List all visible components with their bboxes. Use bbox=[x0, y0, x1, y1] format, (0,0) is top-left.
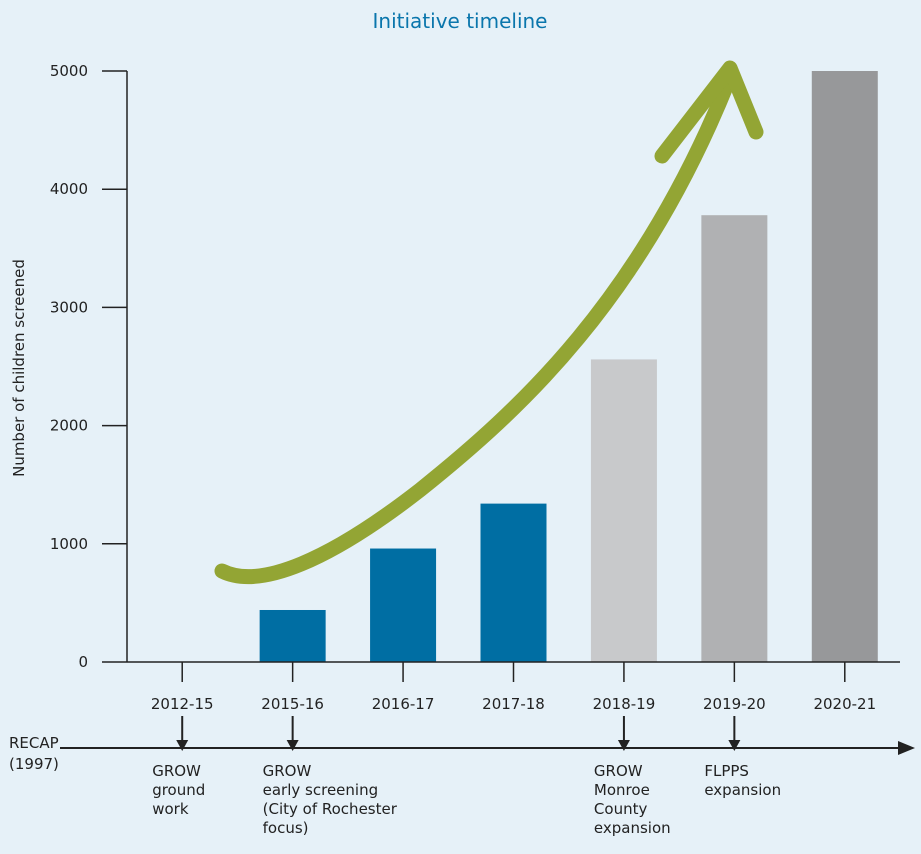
bar-2016-17 bbox=[370, 548, 437, 662]
x-tick-label: 2017-18 bbox=[482, 695, 545, 713]
y-axis: 0 1000 2000 3000 4000 5000 bbox=[50, 62, 128, 671]
x-axis: 2012-15 2015-16 2016-17 2017-18 2018-19 2019-… bbox=[127, 661, 900, 713]
timeline-event-label-line: GROW bbox=[263, 762, 312, 780]
y-tick-label: 4000 bbox=[50, 180, 88, 198]
trend-arrow-shaft bbox=[214, 74, 736, 585]
y-tick-label: 0 bbox=[78, 653, 88, 671]
timeline-start-label-line: RECAP bbox=[9, 734, 59, 752]
trend-arrow bbox=[214, 60, 764, 585]
timeline-event-label-line: Monroe bbox=[594, 781, 650, 799]
x-tick-label: 2016-17 bbox=[372, 695, 435, 713]
timeline-event-label-line: work bbox=[152, 800, 189, 818]
timeline-event-arrow-head bbox=[617, 740, 630, 751]
y-tick-label: 1000 bbox=[50, 535, 88, 553]
timeline-event-label-line: (City of Rochester bbox=[263, 800, 398, 818]
timeline-event-arrow-head bbox=[728, 740, 741, 751]
timeline-start-label: RECAP (1997) bbox=[9, 734, 63, 773]
timeline-event-label-line: expansion bbox=[594, 819, 671, 837]
bars-group bbox=[259, 71, 878, 663]
bar-2015-16 bbox=[259, 609, 326, 662]
y-tick-label: 2000 bbox=[50, 417, 88, 435]
timeline-start-label-line: (1997) bbox=[9, 755, 59, 773]
y-axis-label: Number of children screened bbox=[10, 259, 28, 477]
chart-title: Initiative timeline bbox=[373, 9, 548, 33]
x-tick-label: 2019-20 bbox=[703, 695, 766, 713]
timeline-event-label-line: expansion bbox=[704, 781, 781, 799]
timeline-event-label: GROW ground work bbox=[152, 762, 205, 818]
bar-2017-18 bbox=[480, 503, 547, 662]
timeline-event-label-line: FLPPS bbox=[704, 762, 749, 780]
timeline-event-label: GROW early screening (City of Rochester foc… bbox=[263, 762, 398, 837]
timeline-event-label-line: GROW bbox=[594, 762, 643, 780]
timeline-event-label: GROW Monroe County expansion bbox=[594, 762, 671, 837]
x-tick-label: 2012-15 bbox=[151, 695, 214, 713]
bar-2018-19 bbox=[590, 359, 657, 662]
bar-2019-20 bbox=[701, 215, 768, 663]
trend-arrow-head bbox=[654, 60, 764, 164]
timeline-event-label-line: early screening bbox=[263, 781, 378, 799]
timeline-event-label-line: GROW bbox=[152, 762, 201, 780]
x-tick-label: 2018-19 bbox=[593, 695, 656, 713]
timeline-event-label-line: focus) bbox=[263, 819, 309, 837]
timeline-event-arrow-head bbox=[286, 740, 299, 751]
y-tick-label: 3000 bbox=[50, 298, 88, 316]
x-tick-label: 2015-16 bbox=[261, 695, 324, 713]
timeline-event-arrow-head bbox=[176, 740, 189, 751]
x-tick-label: 2020-21 bbox=[813, 695, 876, 713]
timeline-arrow-head bbox=[898, 741, 915, 755]
bar-2020-21 bbox=[811, 71, 878, 662]
timeline-event-label-line: County bbox=[594, 800, 648, 818]
y-tick-label: 5000 bbox=[50, 62, 88, 80]
timeline-event-label: FLPPS expansion bbox=[704, 762, 781, 799]
timeline-event-label-line: ground bbox=[152, 781, 205, 799]
